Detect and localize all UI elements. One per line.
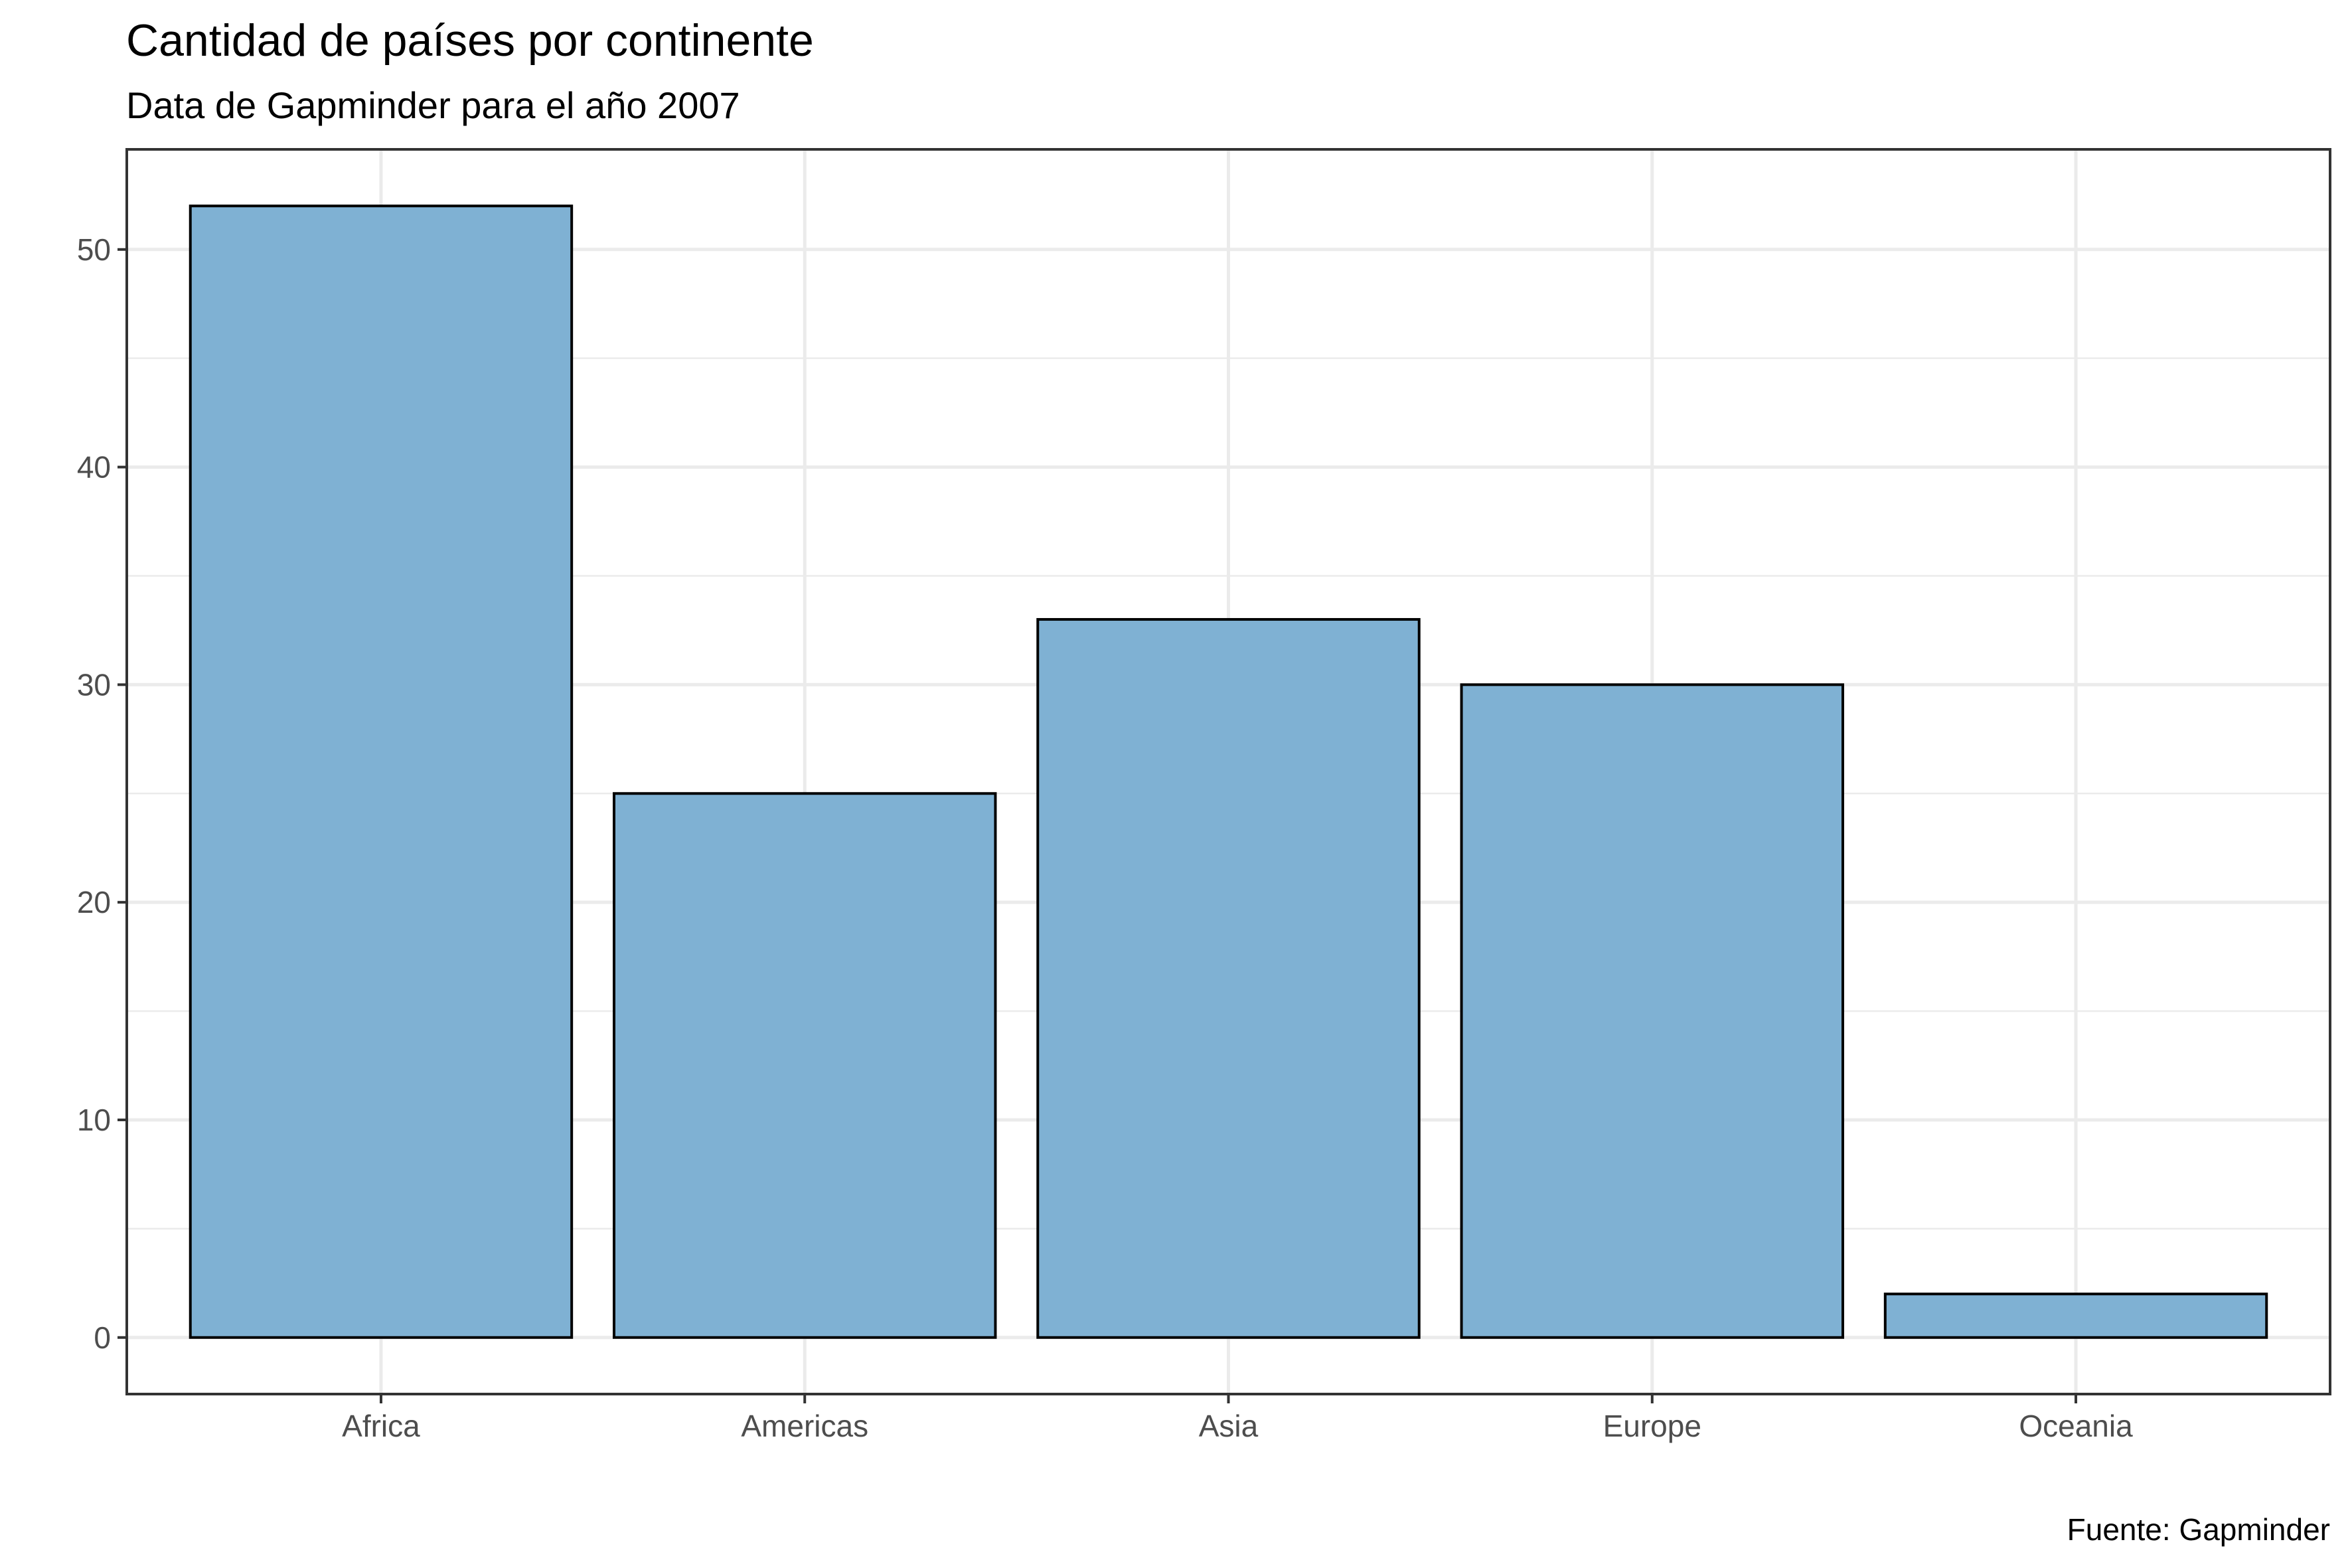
chart-title: Cantidad de países por continente — [126, 15, 814, 66]
y-tick-label: 40 — [77, 450, 111, 485]
bar-americas — [613, 792, 997, 1339]
x-tick-label: Africa — [342, 1409, 420, 1443]
y-tick-label: 50 — [77, 232, 111, 267]
bar-africa — [189, 204, 574, 1339]
chart-subtitle: Data de Gapminder para el año 2007 — [126, 84, 740, 126]
y-tick-label: 10 — [77, 1103, 111, 1137]
bars — [189, 204, 2268, 1339]
axes: 0 10 20 30 40 50 Africa Americas Asia Europe Ocean… — [77, 232, 2133, 1443]
x-tick-label: Oceania — [2019, 1409, 2133, 1443]
y-tick-label: 20 — [77, 885, 111, 919]
x-tick-label: Europe — [1603, 1409, 1701, 1443]
x-tick-label: Americas — [741, 1409, 868, 1443]
bar-europe — [1460, 683, 1844, 1339]
bar-asia — [1036, 618, 1421, 1339]
chart-caption: Fuente: Gapminder — [2067, 1512, 2330, 1547]
x-tick-label: Asia — [1199, 1409, 1259, 1443]
bar-oceania — [1883, 1293, 2268, 1339]
y-tick-label: 0 — [94, 1320, 111, 1355]
y-tick-label: 30 — [77, 667, 111, 702]
